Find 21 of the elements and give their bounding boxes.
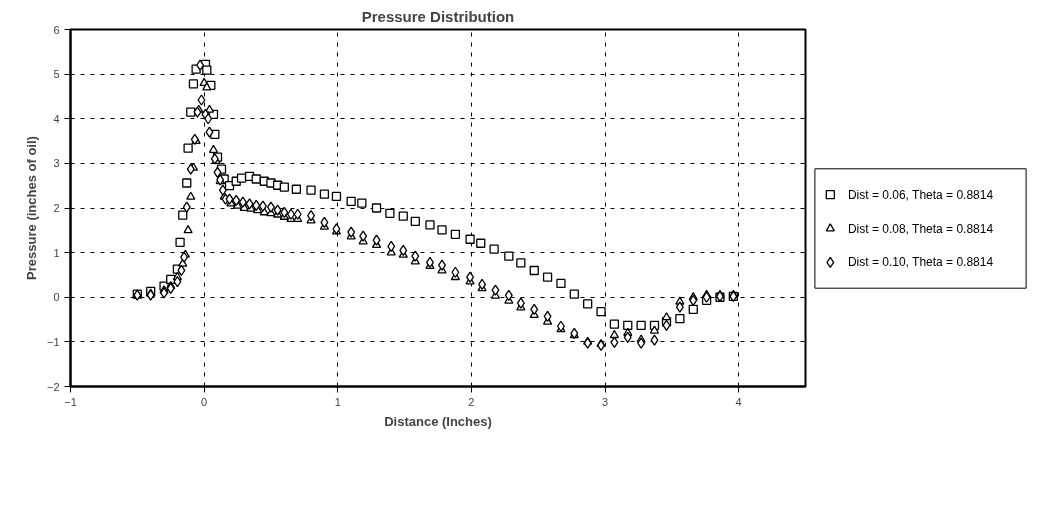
x-tick-label: 3 [601,395,609,408]
x-axis-title: Distance (Inches) [384,413,492,429]
y-tick-label: 1 [53,246,60,259]
y-tick-label: 0 [53,291,60,304]
y-tick-label: −2 [46,380,60,393]
y-tick-label: 5 [53,68,60,81]
y-tick-label: 3 [53,157,60,170]
x-tick-label: −1 [64,395,77,408]
x-tick-label: 0 [201,395,208,408]
y-tick-label: 4 [53,112,60,125]
x-tick-label: 1 [334,395,341,408]
legend-label: Dist = 0.06, Theta = 0.8814 [847,187,994,202]
y-tick-label: −1 [46,335,60,348]
y-axis-title: Pressure (inches of oil) [23,136,39,280]
x-tick-label: 4 [735,395,742,408]
y-tick-label: 6 [53,23,60,36]
x-tick-label: 2 [468,395,475,408]
chart-title: Pressure Distribution [361,7,515,25]
legend-label: Dist = 0.08, Theta = 0.8814 [847,221,994,236]
y-tick-label: 2 [53,202,60,214]
legend-label: Dist = 0.10, Theta = 0.8814 [847,255,994,270]
